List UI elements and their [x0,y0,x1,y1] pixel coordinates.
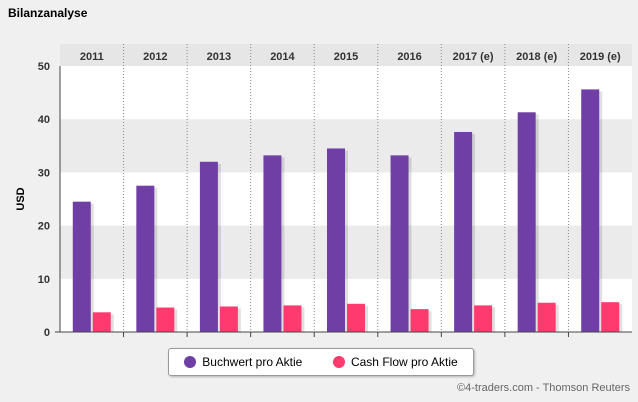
y-tick-label: 50 [38,61,50,73]
legend-label-cashflow: Cash Flow pro Aktie [350,355,458,369]
legend-item-buchwert[interactable]: Buchwert pro Aktie [184,355,302,369]
vertical-gridlines [123,44,569,332]
legend: Buchwert pro Aktie Cash Flow pro Aktie [168,348,474,376]
legend-marker-cashflow [332,356,345,368]
x-tick-label: 2012 [143,51,167,63]
x-tick-label: 2019 (e) [580,51,621,63]
bar-buchwert [72,201,91,332]
y-tick-label: 0 [44,327,50,339]
x-tick-label: 2013 [207,51,231,63]
chart-title: Bilanzanalyse [8,6,88,20]
bars [72,89,623,333]
band [60,66,632,120]
legend-item-cashflow[interactable]: Cash Flow pro Aktie [332,355,458,369]
x-tick-label: 2017 (e) [453,51,494,63]
bar-buchwert [327,148,345,332]
bar-buchwert [199,161,218,332]
bar-cashflow [283,305,302,332]
band [60,172,632,226]
bar-cashflow [219,306,238,332]
legend-label-buchwert: Buchwert pro Aktie [202,355,303,369]
bar-buchwert [263,155,282,332]
x-tick-label: 2015 [334,51,358,63]
category-header [60,44,632,66]
bar-cashflow [474,305,493,332]
bar-cashflow [537,302,556,332]
bar-cashflow [410,309,429,332]
axes [55,66,632,337]
band [60,278,632,332]
band [60,225,632,279]
y-tick-label: 10 [38,274,50,286]
bar-cashflow [347,303,365,332]
bar-buchwert [517,112,536,332]
bar-cashflow [92,312,111,332]
bar-buchwert [390,155,409,332]
y-tick-label: 20 [38,221,50,233]
bar-buchwert [581,89,600,333]
x-tick-label: 2018 (e) [516,51,557,63]
bar-buchwert [136,185,155,332]
y-tick-labels: 0 10 20 30 40 50 [38,61,50,339]
bar-cashflow [156,307,175,332]
source-credit: ©4-traders.com - Thomson Reuters [457,382,630,394]
x-tick-label: 2011 [80,51,104,63]
x-tick-label: 2016 [397,51,421,63]
bar-buchwert [454,131,473,332]
band [60,119,632,173]
background-bands [60,66,632,332]
legend-marker-buchwert [184,356,197,368]
y-axis-label: USD [15,187,27,210]
x-tick-labels: 2011 2012 2013 2014 2015 2016 2017 (e) 2018 (e)… [80,51,621,63]
y-tick-label: 30 [38,167,50,179]
y-tick-label: 40 [38,114,50,126]
x-tick-label: 2014 [270,51,295,63]
bar-cashflow [601,302,620,332]
